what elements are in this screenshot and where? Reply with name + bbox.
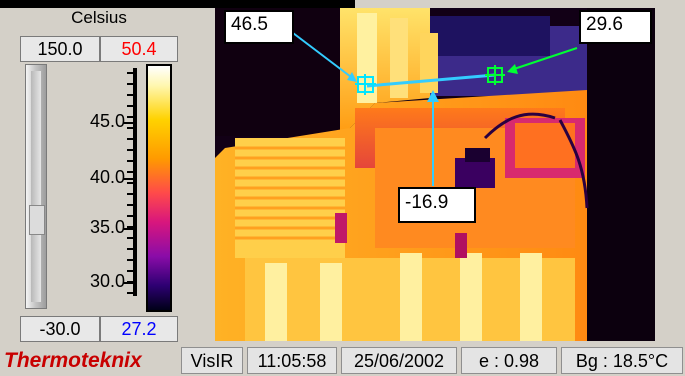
minor-tick xyxy=(127,226,133,228)
range-min-field[interactable]: -30.0 xyxy=(20,316,100,342)
minor-tick xyxy=(127,204,133,206)
minor-tick xyxy=(127,72,133,74)
top-black-bar xyxy=(0,0,355,8)
mode-field[interactable]: VisIR xyxy=(181,347,243,374)
minor-tick xyxy=(127,138,133,140)
minor-tick xyxy=(127,149,133,151)
tick-label: 40.0 xyxy=(89,167,125,187)
minor-tick xyxy=(127,292,133,294)
brand-logo: Thermoteknix xyxy=(4,349,142,372)
emissivity-field[interactable]: e : 0.98 xyxy=(461,347,557,374)
minor-tick xyxy=(127,105,133,107)
unit-label: Celsius xyxy=(71,8,127,27)
slider-groove xyxy=(31,71,41,302)
color-palette-bar xyxy=(146,64,172,312)
spot1-marker[interactable] xyxy=(355,74,376,95)
range-max-field[interactable]: 150.0 xyxy=(20,36,100,62)
minor-tick xyxy=(127,193,133,195)
major-tick xyxy=(123,178,135,180)
tick-label: 35.0 xyxy=(89,217,125,237)
current-min-field[interactable]: 27.2 xyxy=(100,316,178,342)
minor-tick xyxy=(127,171,133,173)
line-temp-label: -16.9 xyxy=(398,187,476,223)
minor-tick xyxy=(127,116,133,118)
date-field: 25/06/2002 xyxy=(341,347,457,374)
minor-tick xyxy=(127,248,133,250)
tick-label: 45.0 xyxy=(89,111,125,131)
scale-axis xyxy=(133,68,137,296)
minor-tick xyxy=(127,270,133,272)
minor-tick xyxy=(127,160,133,162)
minor-tick xyxy=(127,127,133,129)
spot2-temp-label: 29.6 xyxy=(579,10,652,44)
minor-tick xyxy=(127,259,133,261)
right-panel xyxy=(655,8,685,341)
tick-label: 30.0 xyxy=(89,271,125,291)
minor-tick xyxy=(127,237,133,239)
range-slider[interactable] xyxy=(25,64,47,309)
minor-tick xyxy=(127,182,133,184)
spot2-marker[interactable] xyxy=(485,65,505,85)
time-field: 11:05:58 xyxy=(247,347,337,374)
major-tick xyxy=(123,228,135,230)
thermal-image[interactable] xyxy=(215,8,655,341)
minor-tick xyxy=(127,94,133,96)
current-max-field[interactable]: 50.4 xyxy=(100,36,178,62)
background-temp-field[interactable]: Bg : 18.5°C xyxy=(561,347,683,374)
minor-tick xyxy=(127,215,133,217)
major-tick xyxy=(123,122,135,124)
measurement-overlay xyxy=(292,32,578,186)
minor-tick xyxy=(127,83,133,85)
slider-thumb[interactable] xyxy=(29,205,45,235)
spot1-temp-label: 46.5 xyxy=(224,10,294,44)
major-tick xyxy=(123,282,135,284)
